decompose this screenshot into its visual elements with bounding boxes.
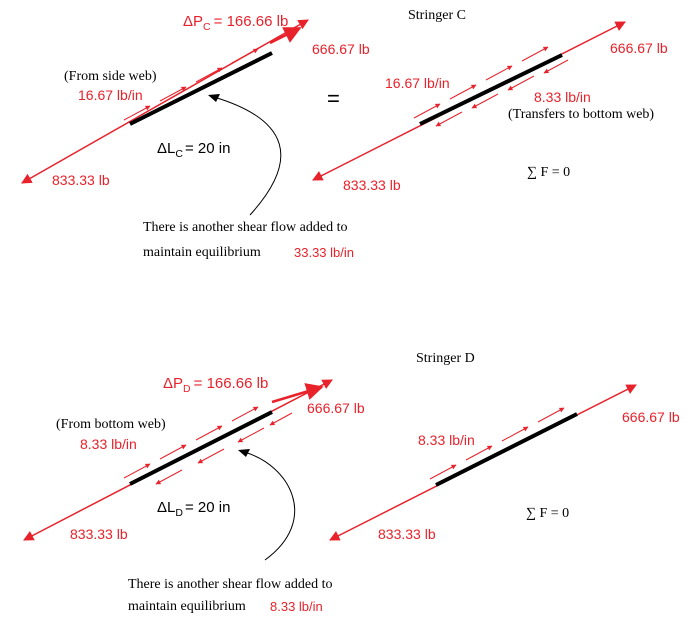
annotation-pointer [213,96,282,216]
delta-l-subscript: C [175,148,183,160]
shear-flow-note-value: 8.33 lb/in [270,599,323,614]
shear-arrow [471,93,499,109]
shear-flow-in-label: 8.33 lb/in [418,432,475,448]
shear-arrow [465,445,493,461]
equilibrium-sum: ∑ F = 0 [526,506,570,521]
stringer-d-segment [435,412,578,487]
shear-arrow [537,407,565,423]
shear-arrow [123,463,151,479]
shear-arrow [521,46,549,62]
source-note: (From side web) [64,69,157,84]
delta-l-c-label: ΔLC = 20 in [157,141,230,160]
shear-arrow [195,67,223,83]
delta-p-subscript: D [183,383,191,395]
stringer-c-segment [129,51,273,126]
delta-l-d-label: ΔLD = 20 in [157,500,230,519]
shear-arrow [197,448,225,464]
end-force-label: 666.67 lb [610,40,668,56]
stringer-d-segment [129,410,273,486]
end-force-label: 666.67 lb [312,41,370,57]
shear-flow-note-line1: There is another shear flow added to [143,220,348,235]
shear-flow-note-line1: There is another shear flow added to [128,577,333,592]
shear-arrow [435,111,463,127]
delta-p-letter: P [193,13,204,30]
delta-p-letter: P [173,375,184,392]
top-left-stringer-group [21,19,309,216]
delta-p-c-label: ΔPC = 166.66 lb [183,14,288,33]
delta-symbol: Δ [157,499,168,516]
shear-arrow [485,65,513,81]
shear-arrow [231,48,259,64]
bottom-left-stringer-group [23,379,333,561]
shear-arrow [231,406,259,422]
delta-symbol: Δ [163,375,174,392]
shear-arrow [237,427,265,443]
annotation-pointer-head [238,449,250,457]
shear-arrow [429,464,457,480]
delta-symbol: Δ [157,140,168,157]
shear-flow-note-value: 33.33 lb/in [294,245,354,260]
start-force-label: 833.33 lb [52,172,110,188]
shear-arrow [543,59,569,74]
shear-arrow [123,105,151,121]
equilibrium-sum: ∑ F = 0 [527,165,571,180]
shear-arrow [269,412,293,426]
shear-arrow [159,86,187,102]
stringer-c-title: Stringer C [408,8,466,23]
delta-p-d-label: ΔPD = 166.66 lb [163,376,268,395]
source-note: (From bottom web) [56,417,166,432]
shear-flow-in-label: 16.67 lb/in [385,75,450,91]
shear-arrow [413,103,441,119]
start-force-label: 833.33 lb [343,177,401,193]
shear-flow-out-label: 8.33 lb/in [534,89,591,105]
delta-symbol: Δ [183,13,194,30]
start-force-label: 833.33 lb [70,526,128,542]
delta-p-arrow [269,26,302,45]
delta-p-value: = 166.66 lb [193,375,269,392]
stringer-c-segment [419,53,563,126]
delta-l-letter: L [167,499,176,516]
axial-force-line [21,19,309,184]
end-force-label: 666.67 lb [307,400,365,416]
delta-p-value: = 166.66 lb [213,13,289,30]
shear-arrow [155,469,183,485]
bottom-right-stringer-group [329,384,637,541]
shear-flow-note-line2: maintain equilibrium [128,599,246,614]
shear-arrow [449,84,477,100]
shear-arrow [501,426,529,442]
start-force-label: 833.33 lb [378,526,436,542]
annotation-pointer [243,451,296,561]
transfer-note: (Transfers to bottom web) [508,107,655,122]
shear-arrow [195,425,223,441]
shear-flow-label: 16.67 lb/in [78,87,143,103]
equals-sign: = [327,86,340,111]
delta-p-subscript: C [203,21,211,33]
delta-l-subscript: D [175,507,183,519]
annotation-pointer-head [208,94,220,102]
end-force-label: 666.67 lb [622,409,680,425]
shear-flow-label: 8.33 lb/in [80,436,137,452]
delta-p-arrow [271,383,324,404]
delta-l-value: = 20 in [184,499,231,516]
delta-l-letter: L [167,140,176,157]
top-right-stringer-group [312,21,626,181]
shear-flow-note-line2: maintain equilibrium [143,245,261,260]
stringer-d-title: Stringer D [416,351,475,366]
delta-l-value: = 20 in [184,140,231,157]
shear-arrow [507,75,535,91]
shear-arrow [159,444,187,460]
